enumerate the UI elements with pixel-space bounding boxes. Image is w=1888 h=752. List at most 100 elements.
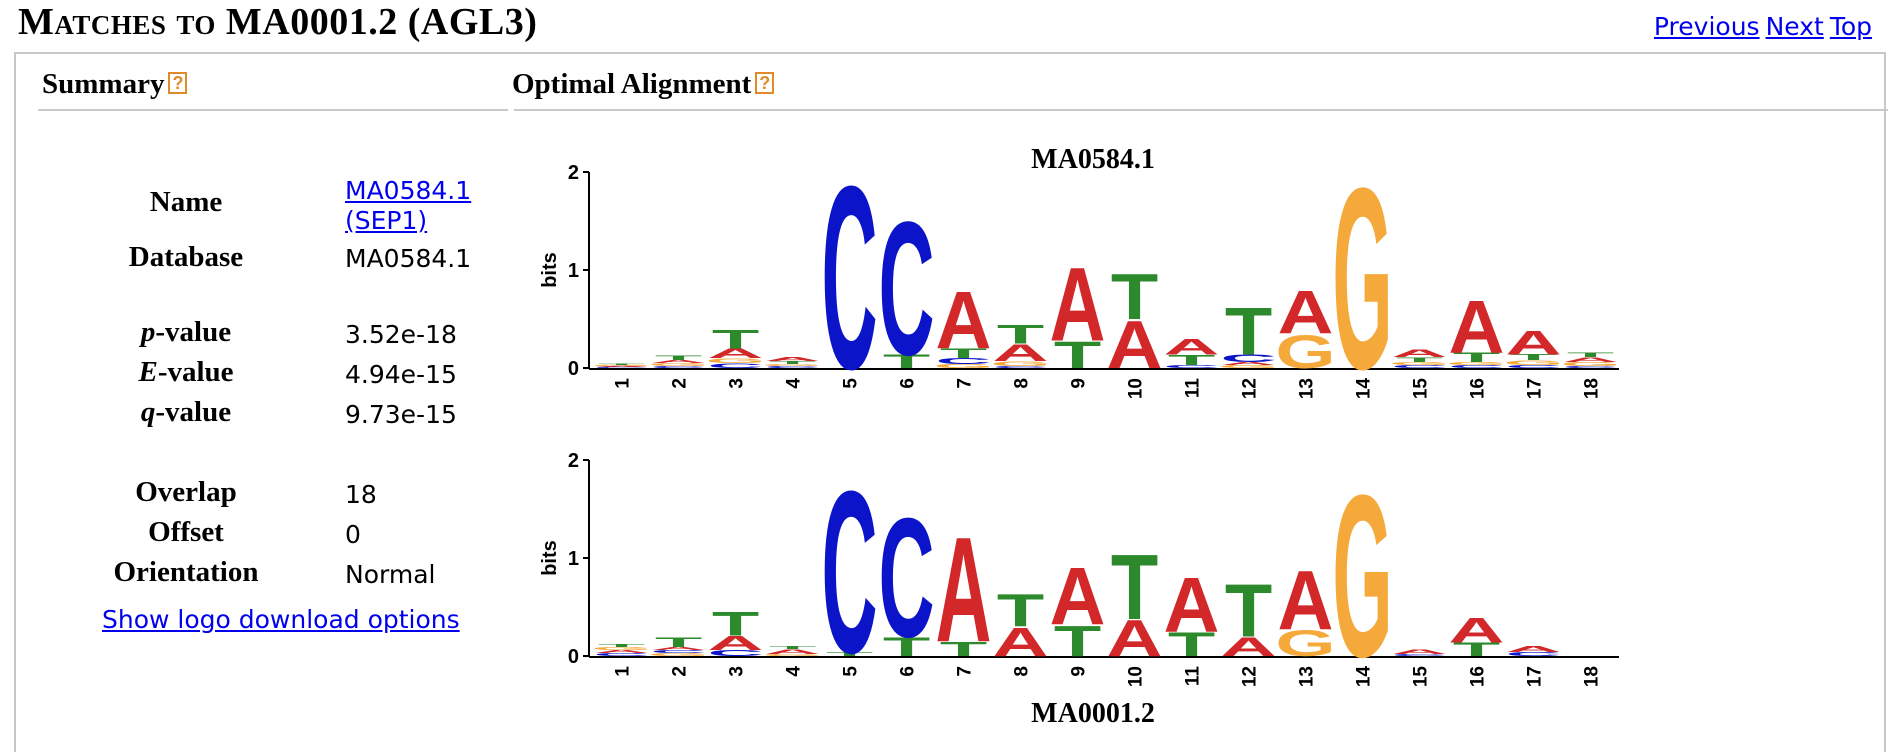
logo-letter-c: C bbox=[822, 132, 878, 424]
x-tick-label: 18 bbox=[1582, 378, 1603, 399]
logo-letter-c: C bbox=[879, 483, 935, 673]
pvalue-label: p-value bbox=[36, 316, 336, 349]
logo-letter-c: C bbox=[1506, 651, 1562, 657]
pvalue-value: 3.52e-18 bbox=[345, 320, 457, 349]
y-tick-label: 0 bbox=[568, 646, 579, 668]
logo-letter-a: A bbox=[1107, 609, 1163, 667]
logo-letter-t: T bbox=[1396, 356, 1443, 364]
x-tick-label: 16 bbox=[1468, 666, 1489, 687]
logo-letter-t: T bbox=[1054, 617, 1101, 666]
x-tick-label: 16 bbox=[1468, 378, 1489, 399]
logo-letter-t: T bbox=[883, 351, 930, 372]
logo-letter-t: T bbox=[655, 354, 702, 362]
y-axis-label: bits bbox=[539, 540, 561, 576]
x-tick-label: 2 bbox=[670, 378, 691, 389]
x-tick-label: 7 bbox=[955, 666, 976, 677]
logo-letter-t: T bbox=[1168, 625, 1215, 663]
x-tick-label: 9 bbox=[1069, 666, 1090, 677]
x-tick-label: 11 bbox=[1183, 378, 1204, 399]
name-link[interactable]: MA0584.1 (SEP1) bbox=[345, 176, 472, 235]
orientation-value: Normal bbox=[345, 560, 436, 589]
summary-heading: Summary? bbox=[42, 68, 188, 101]
logo-letter-c: C bbox=[822, 443, 878, 702]
logo-letter-a: A bbox=[765, 648, 821, 656]
next-link[interactable]: Next bbox=[1765, 12, 1824, 41]
logo-letter-a: A bbox=[651, 359, 707, 364]
logo-letter-t: T bbox=[1111, 536, 1158, 639]
match-panel: Summary? Optimal Alignment? Name MA0584.… bbox=[14, 52, 1888, 752]
offset-value: 0 bbox=[345, 520, 361, 549]
x-tick-label: 10 bbox=[1126, 666, 1147, 687]
logo-title: MA0001.2 bbox=[1031, 698, 1155, 729]
logo-letter-c: C bbox=[708, 362, 764, 370]
summary-heading-text: Summary bbox=[42, 68, 165, 100]
x-tick-label: 13 bbox=[1297, 378, 1318, 399]
logo-letter-t: T bbox=[826, 651, 873, 657]
help-icon[interactable]: ? bbox=[755, 72, 775, 94]
logo-letter-a: A bbox=[993, 620, 1049, 665]
logo-letter-a: A bbox=[708, 346, 764, 361]
logo-letter-c: C bbox=[1221, 352, 1277, 364]
qvalue-label-suffix: -value bbox=[155, 396, 232, 428]
x-tick-label: 9 bbox=[1069, 378, 1090, 389]
logo-letter-a: A bbox=[1449, 610, 1505, 650]
logo-letter-t: T bbox=[883, 632, 930, 662]
logo-letter-a: A bbox=[1278, 278, 1334, 346]
logo-letter-t: T bbox=[769, 645, 816, 650]
logo-letter-t: T bbox=[1225, 570, 1272, 654]
logo-letter-c: C bbox=[1449, 364, 1505, 369]
logo-letter-a: A bbox=[765, 356, 821, 362]
x-tick-label: 14 bbox=[1354, 378, 1375, 400]
logo-letter-a: A bbox=[1164, 335, 1220, 359]
evalue-value: 4.94e-15 bbox=[345, 360, 457, 389]
logo-letter-g: G bbox=[648, 652, 708, 657]
x-tick-label: 3 bbox=[727, 378, 748, 389]
x-tick-label: 5 bbox=[841, 666, 862, 677]
logo-letter-a: A bbox=[936, 507, 992, 674]
logo-letter-t: T bbox=[997, 585, 1044, 637]
logo-letter-t: T bbox=[1510, 353, 1558, 362]
help-icon[interactable]: ? bbox=[168, 72, 188, 94]
top-link[interactable]: Top bbox=[1829, 12, 1872, 41]
x-tick-label: 10 bbox=[1126, 378, 1147, 399]
logo-letter-c: C bbox=[594, 367, 650, 369]
logo-letter-c: C bbox=[1164, 364, 1220, 369]
y-axis-label: bits bbox=[539, 252, 561, 288]
logo-letter-t: T bbox=[1111, 261, 1158, 334]
x-tick-label: 1 bbox=[613, 378, 634, 389]
logo-letter-a: A bbox=[1278, 555, 1334, 649]
logo-letter-a: A bbox=[708, 632, 764, 655]
previous-link[interactable]: Previous bbox=[1653, 12, 1760, 41]
overlap-label: Overlap bbox=[135, 476, 237, 508]
qvalue-value: 9.73e-15 bbox=[345, 400, 457, 429]
x-tick-label: 17 bbox=[1525, 666, 1546, 687]
logo-letter-g: G bbox=[591, 646, 651, 651]
logo-letter-a: A bbox=[594, 649, 650, 654]
offset-label: Offset bbox=[148, 516, 224, 548]
y-tick-label: 2 bbox=[568, 162, 579, 184]
logo-letter-g: G bbox=[762, 654, 822, 657]
evalue-label-suffix: -value bbox=[157, 356, 234, 388]
logo-title: MA0584.1 bbox=[1031, 144, 1155, 175]
logo-letter-a: A bbox=[1107, 307, 1163, 383]
y-tick-label: 1 bbox=[568, 548, 579, 570]
logo-letter-g: G bbox=[648, 362, 708, 367]
logo-letter-c: C bbox=[651, 649, 707, 654]
logo-letter-a: A bbox=[1221, 632, 1277, 662]
name-label: Name bbox=[149, 186, 223, 218]
show-logo-download-options-link[interactable]: Show logo download options bbox=[102, 605, 460, 634]
logo-letter-g: G bbox=[591, 365, 651, 367]
qvalue-label: q-value bbox=[36, 396, 336, 429]
evalue-label: E-value bbox=[36, 356, 336, 389]
logo-letter-t: T bbox=[598, 364, 645, 366]
logo-letter-c: C bbox=[1392, 654, 1448, 657]
logo-letter-a: A bbox=[1449, 286, 1505, 370]
x-tick-label: 13 bbox=[1297, 666, 1318, 687]
logo-letter-a: A bbox=[1563, 356, 1619, 364]
logo-letter-c: C bbox=[993, 366, 1049, 369]
logo-letter-a: A bbox=[936, 275, 992, 366]
summary-rule bbox=[38, 109, 508, 111]
logo-letter-a: A bbox=[1506, 324, 1562, 362]
